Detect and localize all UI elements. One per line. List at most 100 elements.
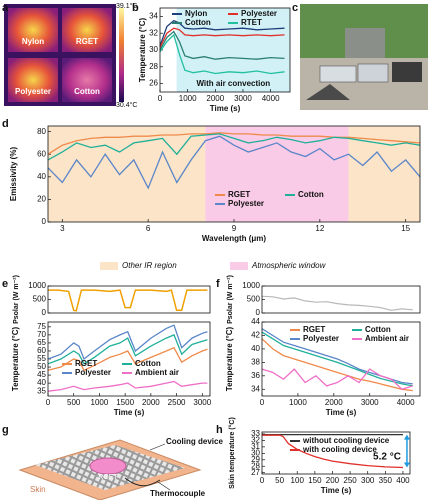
x-tick-label: 9 — [232, 224, 237, 233]
x-tick-label: 6 — [146, 224, 151, 233]
y-tick-label: 70 — [37, 330, 46, 339]
series-line — [261, 368, 413, 391]
y-tick-label: 44 — [251, 317, 260, 326]
series-line — [47, 132, 421, 155]
y-tick-label: 20 — [37, 195, 46, 204]
legend-label: Polyester — [303, 334, 339, 343]
x-axis-label: Time (s) — [321, 486, 352, 495]
x-tick-label: 4000 — [262, 94, 280, 103]
x-tick-label: 500 — [67, 398, 81, 407]
thermal-sample — [8, 58, 58, 102]
device-box — [392, 62, 422, 82]
tripod — [306, 84, 350, 100]
plot-frame — [47, 321, 211, 397]
leader-line — [149, 443, 166, 451]
y-tick-label: 40 — [251, 344, 260, 353]
y-tick-label: 60 — [37, 149, 46, 158]
x-axis-label: Time (s) — [326, 408, 357, 417]
thermal-image: Nylon RGET Polyester Cotton 39.1°C 30.4°… — [4, 2, 137, 109]
y-tick-label: 65 — [37, 338, 46, 347]
x-tick-label: 250 — [343, 476, 357, 485]
x-tick-label: 1500 — [116, 398, 134, 407]
plot-frame — [159, 7, 291, 93]
series-line — [262, 434, 404, 469]
x-tick-label: 50 — [275, 476, 284, 485]
x-tick-label: 150 — [308, 476, 322, 485]
legend-swatch — [230, 262, 248, 270]
diagram-label: RGET — [98, 474, 118, 481]
y-tick-label: 500 — [247, 295, 261, 304]
sample-label: Cotton — [74, 87, 100, 96]
annotation: 5.2 °C — [373, 452, 401, 463]
y-tick-label: 35 — [37, 386, 46, 395]
legend-label: Polyester — [75, 368, 111, 377]
leader-line — [157, 481, 171, 491]
series-line — [47, 133, 421, 161]
x-tick-label: 350 — [379, 476, 393, 485]
x-tick-label: 1000 — [289, 398, 307, 407]
sample-label: Nylon — [22, 37, 44, 46]
thermal-sample — [8, 8, 58, 52]
x-tick-label: 0 — [260, 398, 265, 407]
y-tick-label: 31 — [251, 442, 260, 451]
x-tick-label: 2000 — [325, 398, 343, 407]
panel-label: f — [216, 278, 220, 290]
x-tick-label: 300 — [361, 476, 375, 485]
colorbar-max: 39.1°C — [116, 2, 137, 10]
x-tick-label: 3000 — [361, 398, 379, 407]
series-line — [261, 295, 413, 311]
x-tick-label: 15 — [401, 224, 410, 233]
series-line — [159, 27, 285, 48]
y-tick-label: 75 — [37, 322, 46, 331]
series-line — [47, 334, 208, 365]
y-tick-label: 55 — [37, 354, 46, 363]
building — [345, 28, 385, 58]
series-line — [47, 380, 208, 392]
y-tick-label: 34 — [149, 12, 158, 21]
x-tick-label: 12 — [315, 224, 324, 233]
diagram-label: Cooling device — [166, 437, 223, 446]
x-tick-label: 3000 — [234, 94, 252, 103]
legend-label: with cooling device — [302, 445, 377, 454]
legend-label: without cooling device — [302, 436, 390, 445]
thermocouple-wire — [124, 477, 161, 487]
x-tick-label: 3 — [60, 224, 65, 233]
rget-patch — [89, 457, 127, 475]
x-tick-label: 100 — [291, 476, 305, 485]
y-tick-label: 0 — [42, 308, 47, 317]
legend-label: Cotton — [185, 18, 211, 27]
legend-label: Cotton — [365, 325, 391, 334]
y-axis-label: Psolar (W m⁻²) — [13, 275, 20, 324]
x-tick-label: 0 — [46, 398, 51, 407]
legend-label: Polyester — [241, 9, 277, 18]
x-tick-label: 200 — [326, 476, 340, 485]
y-tick-label: 29 — [251, 455, 260, 464]
sample-label: Polyester — [15, 87, 51, 96]
series-line — [47, 135, 421, 190]
legend-label: Cotton — [298, 190, 324, 199]
panel-label: g — [2, 424, 9, 436]
y-tick-label: 500 — [33, 295, 47, 304]
x-tick-label: 0 — [260, 476, 265, 485]
x-tick-label: 3000 — [193, 398, 211, 407]
legend-label: Ambient air — [135, 368, 179, 377]
x-tick-label: 1000 — [179, 94, 197, 103]
plot-frame — [47, 285, 211, 314]
panel-label: h — [216, 424, 223, 436]
y-tick-label: 28 — [149, 62, 158, 71]
device-box — [319, 65, 357, 83]
y-tick-label: 27 — [251, 468, 260, 477]
y-axis-label: Temperature (°C) — [138, 17, 147, 82]
series-line — [261, 338, 413, 392]
series-line — [48, 289, 208, 312]
y-tick-label: 42 — [251, 331, 260, 340]
y-tick-label: 32 — [149, 28, 158, 37]
y-tick-label: 40 — [37, 378, 46, 387]
x-tick-label: 1000 — [91, 398, 109, 407]
plot-frame — [261, 321, 421, 397]
plot-frame — [261, 431, 411, 475]
series-line — [261, 331, 413, 387]
legend-label: Atmospheric window — [251, 261, 327, 270]
y-tick-label: 0 — [42, 217, 47, 226]
